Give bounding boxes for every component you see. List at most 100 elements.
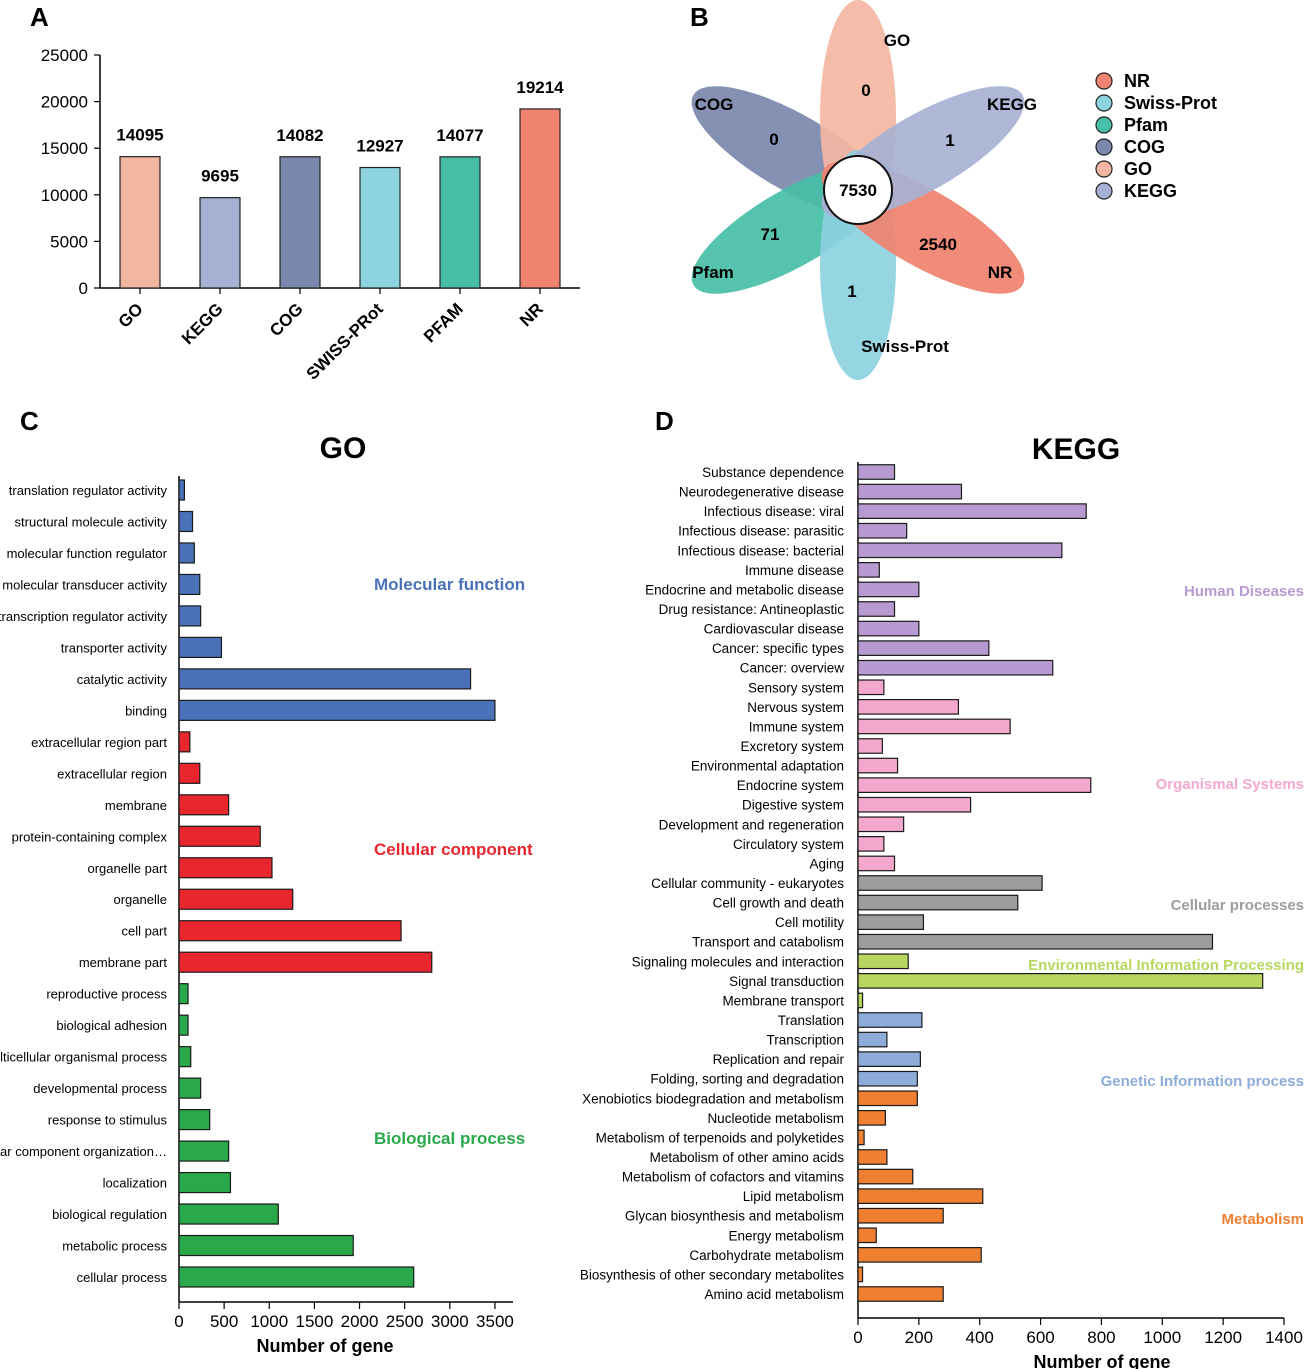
c-bar-label: extracellular region part [31, 735, 167, 750]
a-category-label: NR [516, 299, 547, 330]
d-bar-immune-system [857, 718, 1011, 735]
b-legend-swatch-pfam [1095, 116, 1113, 134]
d-bar-translation [857, 1012, 923, 1028]
a-value-label: 9695 [201, 167, 239, 186]
d-bar-glycan-biosynthesis-and-metabolism [857, 1207, 944, 1224]
d-bar-label: Replication and repair [713, 1052, 845, 1067]
c-bar-label: cellular process [77, 1270, 168, 1285]
b-petal-label-swiss-prot: Swiss-Prot [861, 337, 949, 356]
a-y-tick-label: 15000 [41, 139, 88, 158]
c-bar-label: membrane part [79, 955, 168, 970]
d-x-tick-label: 200 [905, 1328, 933, 1347]
c-bar-transporter-activity [178, 636, 223, 659]
d-bar-excretory-system [857, 738, 883, 754]
d-bar-label: Translation [778, 1013, 844, 1028]
d-bar-label: Circulatory system [733, 837, 844, 852]
d-bar-energy-metabolism [857, 1227, 877, 1244]
c-bar-organelle-part [178, 857, 273, 879]
a-bar-swiss-prot [359, 166, 401, 289]
b-legend-swatch-swiss-prot [1095, 94, 1113, 112]
d-group-label-cellular-processes: Cellular processes [1171, 897, 1304, 914]
d-bar-label: Sensory system [748, 680, 844, 695]
a-value-label: 12927 [356, 137, 403, 156]
c-x-tick-label: 2500 [386, 1312, 424, 1331]
c-bar-label: molecular function regulator [7, 546, 168, 561]
a-bar-kegg [199, 197, 241, 289]
d-bar-sensory-system [857, 679, 885, 696]
b-legend-swatch-cog [1095, 138, 1113, 156]
d-bar-label: Cell motility [775, 915, 844, 930]
d-bar-endocrine-system [857, 777, 1092, 793]
d-x-tick-label: 1400 [1265, 1328, 1303, 1347]
c-bar-label: translation regulator activity [9, 483, 168, 498]
b-petal-value-pfam: 71 [761, 225, 780, 244]
d-bar-metabolism-of-other-amino-acids [857, 1149, 888, 1165]
d-title: KEGG [1032, 433, 1120, 466]
a-bar-go [119, 156, 161, 289]
d-x-tick-label: 800 [1087, 1328, 1115, 1347]
d-bar-label: Carbohydrate metabolism [689, 1248, 844, 1263]
d-bar-signaling-molecules-and-interaction [857, 953, 909, 970]
d-x-axis-title: Number of gene [1033, 1352, 1170, 1369]
d-bar-label: Neurodegenerative disease [679, 485, 844, 500]
c-bar-label: organelle part [88, 861, 168, 876]
c-x-tick-label: 3500 [476, 1312, 514, 1331]
chart-c-go-classification: GO 0 500 1000 1500 2000 2500 3000 3500 Number of … [0, 432, 533, 1356]
d-bar-label: Nervous system [747, 700, 844, 715]
d-bar-biosynthesis-of-other-secondary-metabolites [857, 1266, 864, 1283]
b-petal-label-go: GO [884, 31, 910, 50]
d-bar-aging [857, 855, 896, 872]
d-group-label-metabolism: Metabolism [1221, 1211, 1304, 1228]
a-y-tick-label: 25000 [41, 46, 88, 65]
d-bar-replication-and-repair [857, 1051, 921, 1067]
c-bar-label: catalytic activity [77, 672, 168, 687]
c-bar-extracellular-region [178, 762, 201, 784]
d-bar-label: Immune system [749, 719, 844, 734]
b-legend-label-nr: NR [1124, 71, 1150, 91]
c-bar-label: cell part [121, 924, 167, 939]
a-y-tick-label: 20000 [41, 93, 88, 112]
a-bar-cog [279, 156, 321, 289]
panel-letter-c: C [20, 406, 39, 436]
d-bar-label: Cancer: specific types [712, 641, 844, 656]
c-x-tick-label: 0 [174, 1312, 183, 1331]
d-bar-cancer-overview [857, 659, 1054, 676]
d-bar-xenobiotics-biodegradation-and-metabolism [857, 1090, 918, 1107]
d-bar-label: Amino acid metabolism [704, 1287, 844, 1302]
c-bar-cellular-component-organization [178, 1140, 230, 1162]
d-bar-label: Metabolism of cofactors and vitamins [622, 1170, 844, 1185]
b-petal-label-cog: COG [695, 95, 734, 114]
d-bar-label: Nucleotide metabolism [707, 1111, 844, 1126]
a-category-label: KEGG [178, 299, 227, 348]
b-legend-swatch-nr [1095, 72, 1113, 90]
d-bar-amino-acid-metabolism [857, 1286, 944, 1302]
d-bar-signal-transduction [857, 973, 1264, 989]
d-bar-label: Transcription [766, 1033, 844, 1048]
c-bar-organelle [178, 888, 294, 910]
c-x-tick-label: 1500 [295, 1312, 333, 1331]
c-bar-reproductive-process [178, 983, 189, 1005]
panel-letter-b: B [690, 2, 709, 32]
d-bar-cell-motility [857, 914, 925, 930]
c-bar-label: developmental process [33, 1081, 167, 1096]
b-legend-label-go: GO [1124, 159, 1152, 179]
a-value-label: 19214 [516, 78, 564, 97]
c-bar-label: transcription regulator activity [0, 609, 167, 624]
d-bar-digestive-system [857, 796, 972, 813]
d-bar-label: Transport and catabolism [692, 935, 844, 950]
d-x-tick-label: 600 [1026, 1328, 1054, 1347]
b-petal-value-kegg: 1 [945, 131, 954, 150]
d-bar-carbohydrate-metabolism [857, 1247, 982, 1263]
a-category-label: PFAM [420, 299, 467, 346]
b-petal-value-swiss-prot: 1 [847, 282, 856, 301]
c-group-label-cellular-component: Cellular component [374, 840, 533, 859]
d-bar-label: Cell growth and death [713, 896, 844, 911]
c-bar-protein-containing-complex [178, 825, 261, 847]
d-bar-label: Cancer: overview [740, 661, 845, 676]
c-bar-label: multicellular organismal process [0, 1050, 167, 1065]
d-bar-label: Signaling molecules and interaction [632, 954, 844, 969]
c-bar-localization [178, 1171, 232, 1194]
b-petal-value-nr: 2540 [919, 235, 957, 254]
d-bar-folding-sorting-and-degradation [857, 1070, 918, 1087]
c-bar-biological-adhesion [178, 1014, 189, 1036]
